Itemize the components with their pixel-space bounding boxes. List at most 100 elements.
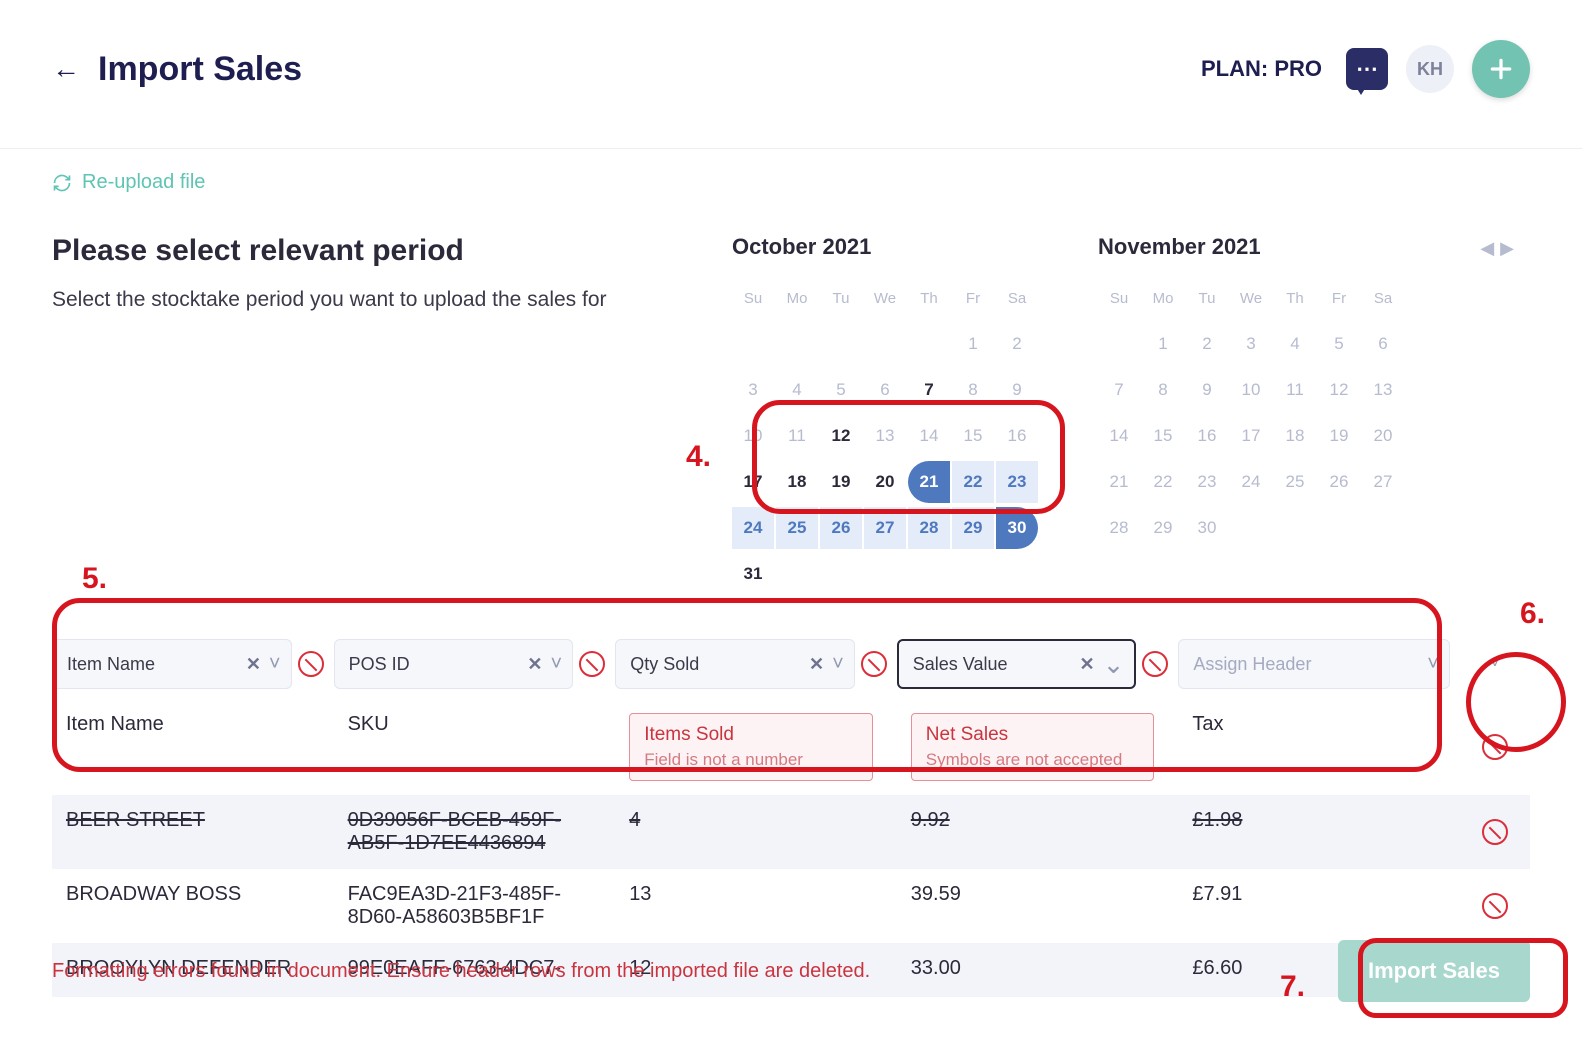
calendar-day[interactable]: 17 [1230,415,1272,457]
calendar-day[interactable]: 3 [1230,323,1272,365]
calendar-day[interactable]: 8 [952,369,994,411]
calendar-day[interactable]: 10 [732,415,774,457]
calendar-day[interactable]: 31 [732,553,774,595]
calendar-day[interactable]: 7 [1098,369,1140,411]
source-column-label: Tax [1178,699,1460,795]
calendar-day[interactable]: 1 [1142,323,1184,365]
calendar-day[interactable]: 21 [1098,461,1140,503]
calendar-day[interactable]: 3 [732,369,774,411]
calendar-day[interactable]: 27 [1362,461,1404,503]
column-header-select[interactable]: Item Name✕˅ [52,639,292,689]
calendar-day[interactable]: 19 [1318,415,1360,457]
delete-row-icon[interactable] [1482,734,1508,760]
calendar-day[interactable]: 18 [776,461,818,503]
calendar-day[interactable]: 30 [1186,507,1228,549]
source-column-label: SKU [334,699,616,795]
calendar-day[interactable]: 4 [776,369,818,411]
calendar-day[interactable]: 16 [1186,415,1228,457]
add-button[interactable] [1472,40,1530,98]
clear-header-icon[interactable]: ✕ [809,654,824,675]
disable-column-icon[interactable] [861,651,887,677]
back-arrow-icon[interactable]: ← [52,53,80,85]
calendar-month-2-title: November 2021 [1098,234,1404,260]
calendar-dow: Su [732,284,774,319]
calendar-month-1: October 2021 SuMoTuWeThFrSa1234567891011… [732,234,1038,595]
calendar-day[interactable]: 26 [1318,461,1360,503]
calendar-day[interactable]: 10 [1230,369,1272,411]
calendar-day[interactable]: 5 [1318,323,1360,365]
calendar-day[interactable]: 20 [1362,415,1404,457]
calendar-day[interactable]: 29 [1142,507,1184,549]
calendar-day[interactable]: 23 [996,461,1038,503]
column-header-label: Item Name [67,654,238,675]
calendar-day[interactable]: 15 [952,415,994,457]
calendar-day[interactable]: 9 [996,369,1038,411]
calendar-day[interactable]: 22 [1142,461,1184,503]
calendar-day[interactable]: 28 [908,507,950,549]
calendar-day[interactable]: 5 [820,369,862,411]
user-avatar[interactable]: KH [1406,45,1454,93]
calendar-day[interactable]: 23 [1186,461,1228,503]
calendar-day[interactable]: 21 [908,461,950,503]
column-header-label: Assign Header [1193,654,1419,675]
calendar-day[interactable]: 14 [908,415,950,457]
calendar-month-2: November 2021 SuMoTuWeThFrSa123456789101… [1098,234,1404,549]
calendar-day[interactable]: 24 [1230,461,1272,503]
calendar-day[interactable]: 1 [952,323,994,365]
column-header-select[interactable]: Sales Value✕⌄ [897,639,1137,689]
calendar-day[interactable]: 25 [1274,461,1316,503]
disable-column-icon[interactable] [298,651,324,677]
calendar-day[interactable]: 6 [1362,323,1404,365]
column-header-select[interactable]: Assign Header˅ [1178,639,1450,689]
calendar-day[interactable]: 30 [996,507,1038,549]
calendar-day[interactable]: 20 [864,461,906,503]
calendar-day[interactable]: 12 [820,415,862,457]
calendar-next-icon: ▶ [1500,238,1514,259]
calendar-day[interactable]: 12 [1318,369,1360,411]
calendar-day[interactable]: 8 [1142,369,1184,411]
calendar-day[interactable]: 4 [1274,323,1316,365]
disable-column-icon[interactable] [579,651,605,677]
calendar-day[interactable]: 27 [864,507,906,549]
clear-header-icon[interactable]: ✕ [527,654,542,675]
calendar-day[interactable]: 11 [1274,369,1316,411]
footer-error-message: Formatting errors found in document. Ens… [52,960,870,983]
calendar-day[interactable]: 2 [996,323,1038,365]
calendar-day[interactable]: 15 [1142,415,1184,457]
calendar-day[interactable]: 26 [820,507,862,549]
column-header-select[interactable]: Qty Sold✕˅ [615,639,855,689]
delete-row-icon[interactable] [1482,893,1508,919]
disable-column-icon[interactable] [1142,651,1168,677]
table-row: BROADWAY BOSSFAC9EA3D-21F3-485F-8D60-A58… [52,869,1530,943]
calendar-day[interactable]: 6 [864,369,906,411]
calendar-day[interactable]: 19 [820,461,862,503]
calendar-nav[interactable]: ◀ ▶ [1480,238,1514,259]
calendar-day[interactable]: 16 [996,415,1038,457]
calendar-day[interactable]: 29 [952,507,994,549]
calendar-day[interactable]: 28 [1098,507,1140,549]
delete-row-icon[interactable] [1482,819,1508,845]
chat-icon[interactable] [1346,48,1388,90]
calendar-dow: Mo [1142,284,1184,319]
clear-header-icon[interactable]: ✕ [246,654,261,675]
calendar-day[interactable]: 22 [952,461,994,503]
calendar-day[interactable]: 9 [1186,369,1228,411]
import-sales-button[interactable]: Import Sales [1338,940,1530,1002]
clear-header-icon[interactable]: ✕ [1079,654,1094,675]
calendar-day[interactable]: 17 [732,461,774,503]
calendar-day[interactable]: 13 [1362,369,1404,411]
calendar-day[interactable]: 18 [1274,415,1316,457]
column-header-select[interactable]: POS ID✕˅ [334,639,574,689]
calendar-day[interactable]: 14 [1098,415,1140,457]
calendar-day[interactable]: 13 [864,415,906,457]
calendar-day[interactable]: 11 [776,415,818,457]
calendar-day[interactable]: 2 [1186,323,1228,365]
column-header-label: Qty Sold [630,654,801,675]
chevron-down-icon[interactable]: ˅ [1490,655,1499,673]
calendar-day[interactable]: 24 [732,507,774,549]
table-cell: 4 [615,809,897,855]
calendar-day[interactable]: 7 [908,369,950,411]
calendar-day[interactable]: 25 [776,507,818,549]
reupload-link[interactable]: Re-upload file [52,171,1530,194]
calendar-dow: Tu [820,284,862,319]
